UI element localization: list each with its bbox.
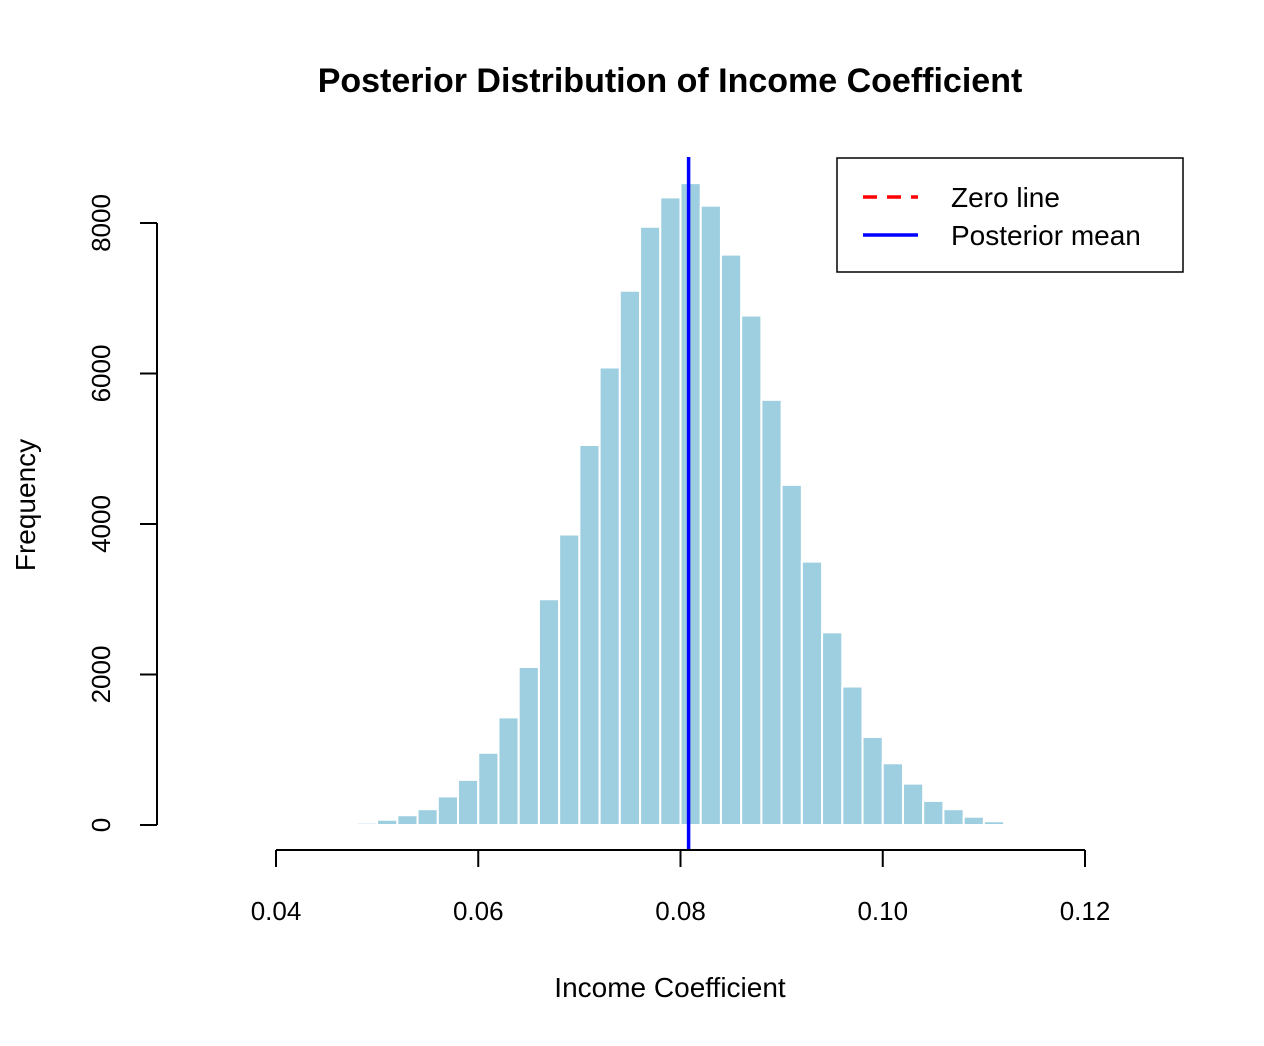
y-tick-label-4: 8000 [86,194,116,252]
x-axis-label: Income Coefficient [554,972,786,1003]
legend-entry-posterior-mean: Posterior mean [863,220,1141,251]
y-tick-label-1: 2000 [86,646,116,704]
histogram-bar-15 [659,196,682,827]
histogram-bar-14 [639,225,662,826]
histogram-bar-19 [740,314,763,826]
histogram-bar-25 [861,735,884,827]
histogram-bar-27 [901,782,925,826]
histogram-bar-7 [497,716,520,827]
y-tick-label-0: 0 [86,818,116,832]
y-axis: 0 2000 4000 6000 8000 [86,194,158,832]
histogram-bar-24 [841,685,864,826]
histogram-bars [355,182,1026,827]
histogram-bar-5 [457,778,480,826]
histogram-bar-11 [578,443,601,826]
histogram-bar-4 [436,795,460,827]
x-tick-label-4: 0.12 [1060,896,1111,926]
histogram-bar-8 [517,665,540,826]
x-axis: 0.04 0.06 0.08 0.10 0.12 [251,849,1111,926]
y-axis-label: Frequency [10,439,41,571]
histogram-bar-28 [922,799,945,826]
histogram-bar-32 [1003,822,1026,826]
histogram-bar-1 [376,818,399,826]
histogram-bar-6 [477,751,500,827]
histogram-bar-20 [760,398,783,826]
histogram-bar-23 [821,631,844,826]
histogram-bar-22 [800,560,824,826]
legend-box [836,157,1184,273]
histogram-bar-9 [537,598,561,826]
legend: Zero line Posterior mean [836,157,1184,273]
legend-entry-zero-line: Zero line [863,182,1060,213]
histogram-bar-29 [942,808,965,827]
histogram-bar-13 [618,289,642,827]
chart-title: Posterior Distribution of Income Coeffic… [318,62,1023,100]
x-tick-label-0: 0.04 [251,896,302,926]
histogram-bar-17 [699,204,722,826]
histogram-bar-18 [719,253,743,827]
legend-label-zero-line: Zero line [951,182,1060,213]
histogram-bar-31 [982,820,1006,826]
histogram-bar-16 [679,182,702,826]
histogram-bar-21 [780,483,803,826]
x-tick-label-2: 0.08 [655,896,706,926]
y-tick-label-3: 6000 [86,345,116,403]
histogram-bar-2 [396,814,419,827]
histogram-bar-26 [881,762,904,826]
histogram-bar-0 [355,821,379,826]
histogram-bar-30 [962,815,985,826]
legend-label-posterior-mean: Posterior mean [951,220,1141,251]
histogram-bar-3 [416,808,439,827]
x-tick-label-1: 0.06 [453,896,504,926]
histogram-bar-12 [598,366,621,826]
y-tick-label-2: 4000 [86,495,116,553]
x-tick-label-3: 0.10 [857,896,908,926]
histogram-bar-10 [558,533,581,826]
